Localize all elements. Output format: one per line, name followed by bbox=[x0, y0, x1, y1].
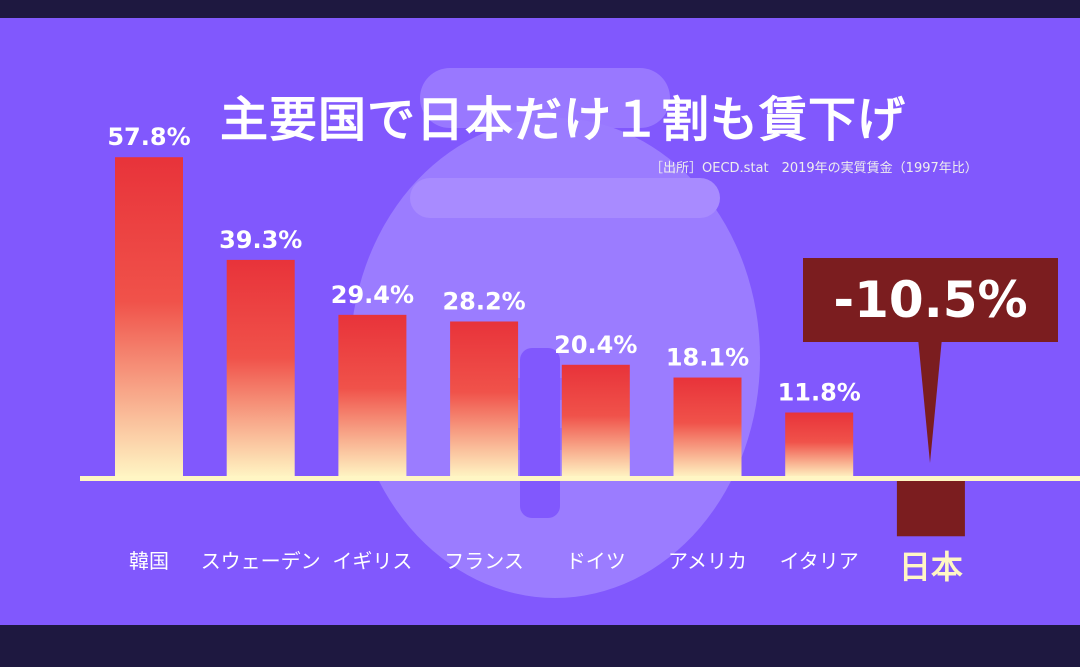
data-label: 39.3% bbox=[219, 226, 302, 254]
category-label: アメリカ bbox=[668, 549, 747, 573]
bar-0 bbox=[115, 157, 183, 478]
category-label: スウェーデン bbox=[201, 549, 321, 573]
data-label: 29.4% bbox=[331, 281, 414, 309]
category-label: 日本 bbox=[899, 548, 963, 586]
bar-7 bbox=[896, 478, 965, 537]
bar-6 bbox=[785, 412, 854, 478]
chart: 57.8% 韓国 39.3% スウェーデン 29.4% イギリス 28.2% フランス 20.4… bbox=[0, 18, 1080, 625]
data-label: 28.2% bbox=[442, 287, 525, 315]
category-label: 韓国 bbox=[129, 549, 169, 573]
bar-1 bbox=[226, 259, 295, 478]
chart-svg: 57.8% 韓国 39.3% スウェーデン 29.4% イギリス 28.2% フランス 20.4… bbox=[80, 68, 1080, 598]
callout-pointer bbox=[918, 338, 942, 463]
callout-japan: -10.5% bbox=[803, 258, 1058, 342]
bar-3 bbox=[450, 321, 519, 478]
data-label: 18.1% bbox=[666, 344, 749, 372]
category-label: イギリス bbox=[332, 549, 412, 573]
data-label: 20.4% bbox=[554, 331, 637, 359]
data-label: 57.8% bbox=[107, 123, 190, 151]
baseline bbox=[80, 476, 1080, 481]
bar-4 bbox=[561, 364, 630, 478]
chart-source: ［出所］OECD.stat 2019年の実質賃金（1997年比） bbox=[650, 161, 978, 176]
data-label: 11.8% bbox=[778, 379, 861, 407]
category-label: ドイツ bbox=[566, 549, 626, 573]
bar-2 bbox=[338, 314, 407, 478]
chart-title: 主要国で日本だけ１割も賃下げ bbox=[220, 92, 907, 148]
category-label: イタリア bbox=[780, 549, 859, 573]
bar-5 bbox=[673, 377, 742, 478]
category-label: フランス bbox=[444, 549, 524, 573]
